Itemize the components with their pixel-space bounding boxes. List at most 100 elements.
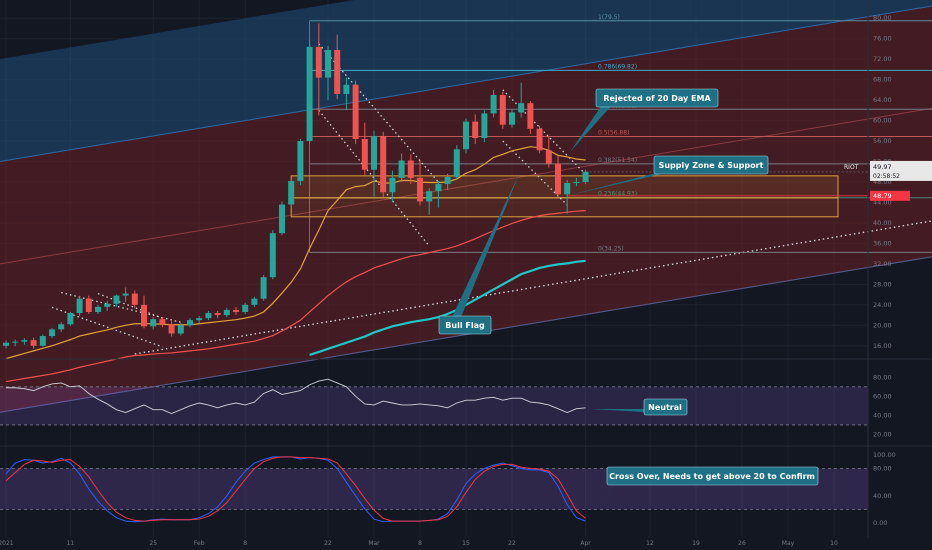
price-tick-label: 40.00 xyxy=(873,219,892,227)
bull-flag-top xyxy=(318,43,439,183)
blue-channel xyxy=(0,0,932,162)
time-tick-label: 19 xyxy=(692,540,700,547)
candle-body xyxy=(444,176,451,185)
candle-body xyxy=(407,160,414,178)
time-tick-label: 22 xyxy=(508,540,516,547)
last-price-badge xyxy=(870,190,910,201)
ema-20-line xyxy=(5,146,586,360)
candle-body xyxy=(131,293,138,305)
candle-body xyxy=(177,325,184,334)
price-tick-label: 72.00 xyxy=(873,55,892,63)
candle-body xyxy=(518,103,525,113)
stoch-d-line xyxy=(5,456,586,522)
rsi-tick-label: 40.00 xyxy=(873,411,892,419)
time-axis[interactable]: 2021 11 25 Feb 8 22 Mar 8 15 22 Apr 12 19 26 May 10 xyxy=(0,540,838,547)
fib-level-label: 0.5(56.88) xyxy=(598,130,629,137)
price-tick-label: 16.00 xyxy=(873,342,892,350)
candle-body xyxy=(214,313,221,316)
price-tick-label: 32.00 xyxy=(873,260,892,268)
time-tick-label: 11 xyxy=(67,540,75,547)
candle-body xyxy=(3,342,9,346)
candle-body xyxy=(334,49,341,94)
fib-level-label: 0.236(44.93) xyxy=(598,191,637,198)
price-tick-label: 68.00 xyxy=(873,76,892,84)
time-tick-label: 22 xyxy=(324,540,332,547)
stoch-tick-label: 80.00 xyxy=(873,465,892,473)
candle-body xyxy=(21,340,28,342)
candle-body xyxy=(49,329,55,337)
rsi-indicator: 80.00 60.00 40.00 20.00 Neutral xyxy=(0,373,892,438)
red-channel-lower xyxy=(0,108,932,413)
price-axis[interactable]: 80.0076.0072.0068.0064.0060.0056.0052.00… xyxy=(844,14,932,350)
candle-body xyxy=(58,324,65,330)
candle-body xyxy=(527,103,534,129)
candle-body xyxy=(223,309,230,316)
rsi-tick-label: 60.00 xyxy=(873,392,892,400)
candle-body xyxy=(159,319,166,325)
price-tick-label: 64.00 xyxy=(873,96,892,104)
bull-flag-callout-pointer xyxy=(445,172,520,332)
trendlines xyxy=(51,43,587,348)
candle-body xyxy=(380,135,387,193)
fib-level-label: 0.382(51.54) xyxy=(598,157,637,164)
time-tick-label: 8 xyxy=(418,540,422,547)
candle-body xyxy=(463,121,469,150)
candle-body xyxy=(30,340,37,346)
supply-zones xyxy=(290,171,868,218)
price-tick-label: 76.00 xyxy=(873,35,892,43)
channel-bottom-edge xyxy=(0,256,932,413)
candle-body xyxy=(260,277,267,299)
candle-body xyxy=(205,313,212,319)
ema-rejection-callout xyxy=(595,88,719,108)
candle-body xyxy=(435,184,442,192)
candle-body xyxy=(472,121,479,138)
stoch-k-line xyxy=(5,456,586,523)
supply-zone-callout-pointer xyxy=(566,172,670,196)
time-tick-label: 26 xyxy=(738,540,746,547)
crossover-callout-pointer xyxy=(598,478,616,513)
price-panel: 1(79.5)0.786(69.82)0.618(62.21)0.5(56.88… xyxy=(0,0,932,538)
bull-flag-callout-text: Bull Flag xyxy=(445,321,485,330)
candle-body xyxy=(242,304,249,312)
candle-body xyxy=(481,113,488,138)
red-channel-upper-edge xyxy=(0,107,932,265)
moving-average-lower xyxy=(5,210,586,383)
candle-body xyxy=(85,298,92,312)
neutral-callout-pointer xyxy=(590,409,648,412)
candle-body xyxy=(150,319,157,327)
rsi-tick-label: 20.00 xyxy=(873,430,892,438)
time-tick-label: 25 xyxy=(149,540,157,547)
price-tick-label: 80.00 xyxy=(873,14,892,22)
candle-body xyxy=(499,95,506,125)
candle-body xyxy=(122,293,129,296)
price-tick-label: 20.00 xyxy=(873,321,892,329)
fib-level-label: 0.786(69.82) xyxy=(598,63,637,70)
recent-flag-top xyxy=(502,89,587,175)
fib-level-label: 1(79.5) xyxy=(598,14,620,21)
rsi-panel: 80.00 60.00 40.00 20.00 Neutral xyxy=(0,373,892,438)
crossover-callout-text: Cross Over, Needs to get above 20 to Con… xyxy=(609,472,815,481)
price-tick-label: 56.00 xyxy=(873,137,892,145)
last-price-label: 48.79 xyxy=(873,192,892,200)
moving-averages xyxy=(5,146,586,383)
fib-level-label: 0(34.25) xyxy=(598,245,624,252)
candle-body xyxy=(39,336,46,346)
candle-body xyxy=(555,163,561,195)
price-tick-label: 36.00 xyxy=(873,239,892,247)
time-tick-label: 8 xyxy=(243,540,247,547)
recent-flag-bottom xyxy=(502,140,568,206)
candle-body xyxy=(279,204,285,234)
candle-body xyxy=(490,95,497,114)
current-price-label: 49.97 xyxy=(873,163,892,171)
rsi-line xyxy=(6,378,586,414)
current-price-badge xyxy=(870,160,932,181)
candle-body xyxy=(297,141,304,181)
candle-body xyxy=(371,135,377,170)
candle-body xyxy=(582,171,589,182)
bull-flag-callout xyxy=(438,315,492,335)
supply-zone-callout-text: Supply Zone & Support xyxy=(659,161,764,170)
time-tick-label: 2021 xyxy=(0,540,14,547)
rsi-tick-label: 80.00 xyxy=(873,373,892,381)
candle-body xyxy=(545,150,552,164)
candle-body xyxy=(361,139,368,170)
